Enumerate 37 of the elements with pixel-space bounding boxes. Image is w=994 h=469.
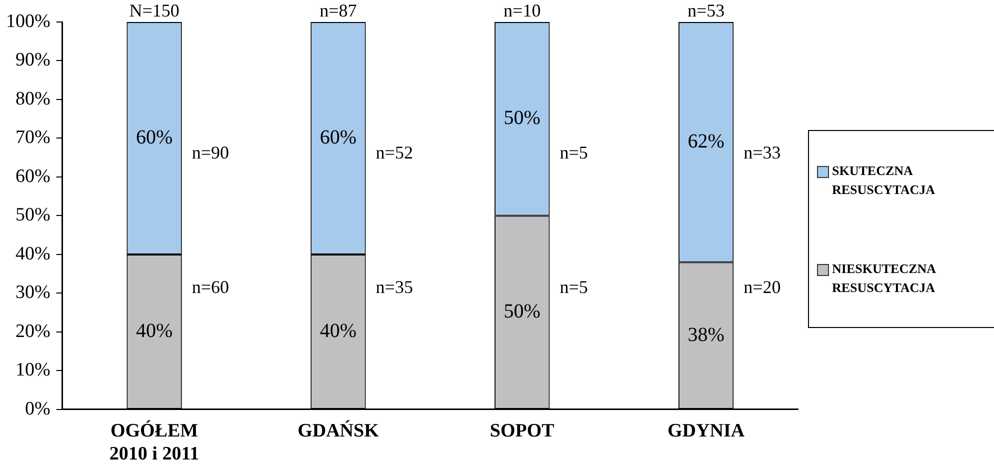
y-tick-label: 40% — [16, 243, 50, 264]
annotation: n=35 — [376, 276, 413, 297]
x-tick-label: GDYNIA — [668, 420, 745, 442]
legend-label: NIESKUTECZNA RESUSCYTACJA — [832, 260, 937, 297]
text: n=53 — [687, 0, 725, 21]
y-tick-label: 60% — [16, 166, 50, 187]
y-tick-label: 30% — [16, 282, 50, 304]
x-tick-label: OGÓŁEM 2010 i 2011 — [109, 420, 200, 465]
annotation: n=52 — [376, 142, 413, 163]
data-label: 50% — [504, 300, 540, 323]
y-tick-label: 90% — [16, 50, 50, 71]
y-tick-label: 20% — [16, 320, 50, 342]
data-label: 60% — [136, 126, 173, 148]
text: n=10 — [504, 0, 541, 21]
data-label: 40% — [320, 320, 357, 342]
annotation: n=5 — [560, 142, 588, 163]
y-tick-label: 50% — [16, 204, 50, 226]
data-label: 38% — [688, 324, 724, 346]
annotation: n=5 — [560, 276, 588, 297]
y-tick-label: 0% — [25, 398, 50, 420]
annotation: n=60 — [192, 276, 230, 297]
annotation: n=90 — [192, 142, 230, 163]
data-label: 50% — [504, 107, 540, 130]
data-label: 60% — [320, 126, 357, 148]
data-label: 40% — [136, 320, 173, 342]
legend-label: SKUTECZNA RESUSCYTACJA — [832, 162, 936, 199]
text: N=150 — [129, 0, 180, 21]
y-tick-label: 10% — [16, 360, 50, 381]
data-label: 62% — [688, 130, 724, 152]
x-tick-label: SOPOT — [490, 420, 555, 442]
annotation: n=20 — [744, 276, 781, 297]
text: n=87 — [320, 0, 357, 21]
y-tick-label: 80% — [16, 88, 50, 110]
x-tick-label: GDAŃSK — [298, 420, 380, 442]
y-tick-label: 70% — [16, 127, 50, 148]
annotation: n=33 — [744, 142, 781, 163]
y-tick-label: 100% — [6, 10, 50, 32]
